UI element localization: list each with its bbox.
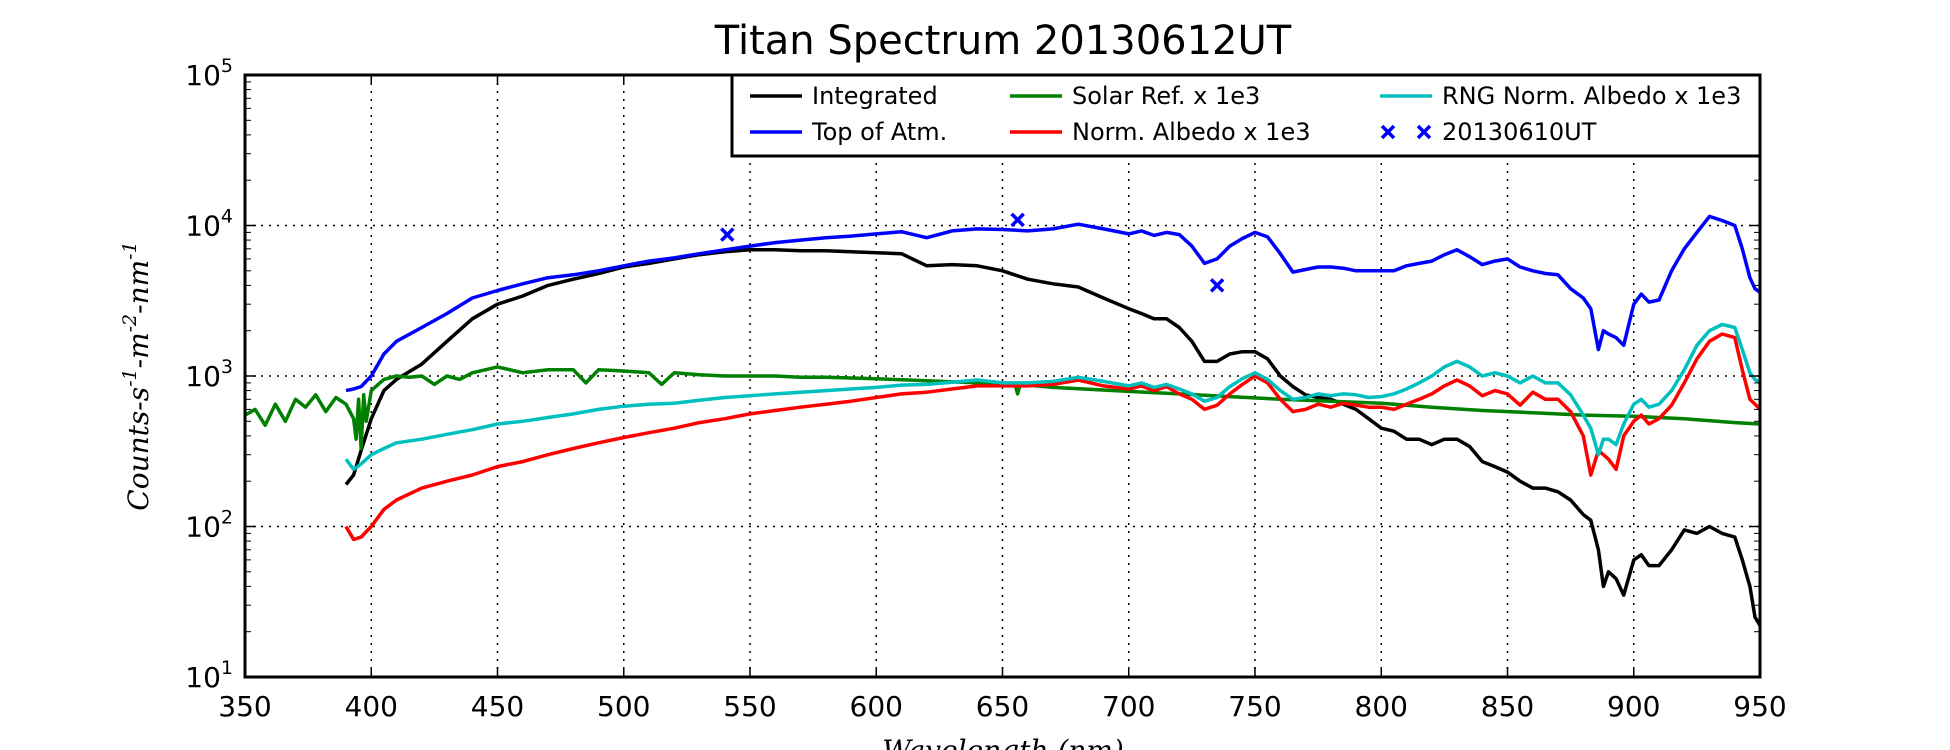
- legend-label-20130610ut: 20130610UT: [1442, 118, 1597, 146]
- plot-series: [245, 212, 1760, 627]
- y-axis-label: Counts-s-1-m-2-nm-1: [119, 241, 155, 510]
- x-tick-label: 950: [1733, 690, 1786, 723]
- x-tick-label: 700: [1102, 690, 1155, 723]
- legend-label-integrated: Integrated: [812, 82, 938, 110]
- x-axis-label: Wavelength (nm): [882, 734, 1124, 750]
- y-tick-label: 103: [185, 356, 233, 393]
- x-tick-label: 600: [850, 690, 903, 723]
- y-tick-label: 104: [185, 206, 233, 243]
- y-tick-label: 102: [185, 507, 233, 544]
- legend-label-rng-norm-albedo-x-1e3: RNG Norm. Albedo x 1e3: [1442, 82, 1741, 110]
- x-tick-labels: 350 400 450 500 550 600 650 700 750 800 850 900 950: [218, 690, 1786, 723]
- y-tick-labels: 101 102 103 104 105: [185, 55, 233, 694]
- x-tick-label: 750: [1228, 690, 1281, 723]
- series-line-integrated: [344, 248, 1760, 627]
- marker-point-20130610ut: [1010, 212, 1025, 228]
- x-tick-label: 550: [723, 690, 776, 723]
- legend-box: [730, 73, 1762, 158]
- series-line-norm-albedo-x-1e3: [344, 332, 1760, 542]
- x-tick-label: 500: [597, 690, 650, 723]
- x-tick-label: 400: [345, 690, 398, 723]
- x-tick-label: 450: [471, 690, 524, 723]
- y-tick-label: 101: [185, 657, 233, 694]
- x-tick-label: 650: [976, 690, 1029, 723]
- series-line-rng-norm-albedo-x-1e3: [344, 322, 1760, 472]
- x-tick-label: 900: [1607, 690, 1660, 723]
- marker-point-20130610ut: [720, 227, 735, 242]
- legend-marker-20130610ut: [1416, 124, 1432, 140]
- x-tick-label: 800: [1355, 690, 1408, 723]
- legend-marker-20130610ut: [1380, 124, 1396, 140]
- series-line-top-of-atm: [345, 214, 1760, 393]
- legend-label-norm-albedo-x-1e3: Norm. Albedo x 1e3: [1072, 118, 1311, 146]
- legend-label-solar-ref-x-1e3: Solar Ref. x 1e3: [1072, 82, 1260, 110]
- legend-label-top-of-atm: Top of Atm.: [811, 118, 947, 146]
- chart-title: Titan Spectrum 20130612UT: [714, 18, 1292, 64]
- legend: Integrated Top of Atm. Solar Ref. x 1e3 Nor…: [730, 73, 1762, 158]
- x-tick-label: 350: [218, 690, 271, 723]
- x-tick-label: 850: [1481, 690, 1534, 723]
- marker-point-20130610ut: [1209, 278, 1225, 293]
- series-line-solar-ref-x-1e3: [245, 365, 1760, 451]
- y-tick-label: 105: [185, 55, 233, 92]
